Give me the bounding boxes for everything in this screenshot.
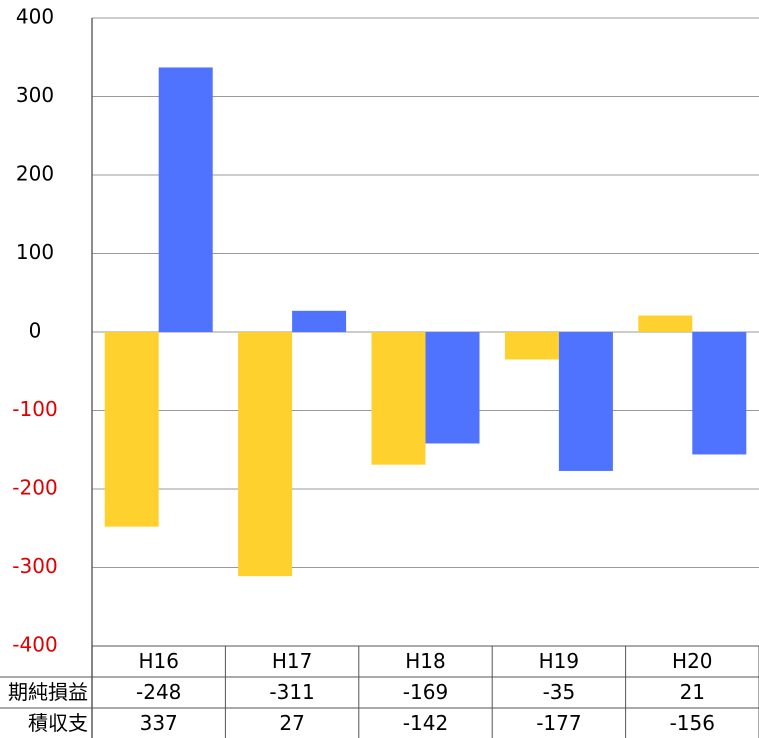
x-tick-label: H16 bbox=[138, 649, 179, 673]
table-value: -156 bbox=[670, 711, 715, 735]
bar bbox=[558, 332, 613, 471]
table-value: -311 bbox=[269, 680, 314, 704]
table-value: 27 bbox=[279, 711, 304, 735]
x-tick-label: H17 bbox=[272, 649, 313, 673]
bar bbox=[692, 332, 747, 455]
y-tick-label: 0 bbox=[29, 319, 42, 343]
bar bbox=[292, 310, 347, 332]
y-tick-label: 400 bbox=[16, 5, 54, 29]
y-tick-label: -300 bbox=[12, 554, 57, 578]
table-value: 21 bbox=[680, 680, 705, 704]
x-tick-label: H19 bbox=[539, 649, 580, 673]
bar bbox=[238, 332, 293, 577]
y-tick-label: -400 bbox=[12, 633, 57, 657]
legend-label: 期純損益 bbox=[8, 680, 88, 704]
y-tick-label: 200 bbox=[16, 162, 54, 186]
bar bbox=[104, 332, 159, 527]
bar bbox=[638, 315, 693, 332]
bar bbox=[425, 332, 480, 444]
table-value: -142 bbox=[403, 711, 448, 735]
table-value: -169 bbox=[403, 680, 448, 704]
table-value: 337 bbox=[140, 711, 178, 735]
bar bbox=[504, 332, 559, 360]
table-value: -248 bbox=[136, 680, 181, 704]
bar bbox=[158, 67, 213, 332]
legend-label: 積収支 bbox=[28, 711, 88, 735]
y-tick-label: -200 bbox=[12, 476, 57, 500]
x-tick-label: H18 bbox=[405, 649, 446, 673]
x-tick-label: H20 bbox=[672, 649, 713, 673]
table-value: -35 bbox=[543, 680, 576, 704]
y-tick-label: 100 bbox=[16, 240, 54, 264]
y-tick-label: 300 bbox=[16, 83, 54, 107]
bar bbox=[371, 332, 426, 465]
table-value: -177 bbox=[536, 711, 581, 735]
y-tick-label: -100 bbox=[12, 397, 57, 421]
